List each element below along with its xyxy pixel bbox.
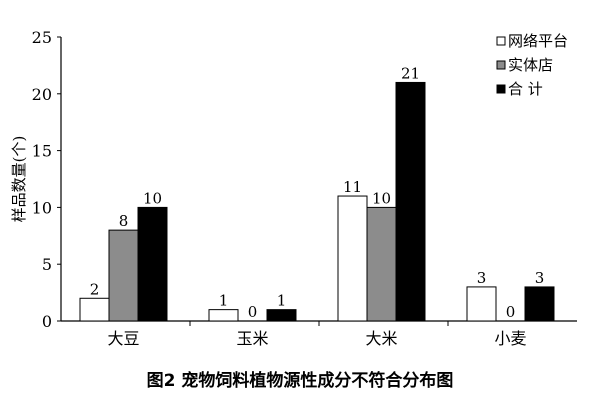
x-tick-label: 大米 xyxy=(365,329,397,348)
bar xyxy=(208,309,239,322)
data-label: 10 xyxy=(372,189,391,207)
y-tick-label: 10 xyxy=(32,198,52,217)
legend-label: 网络平台 xyxy=(508,32,568,50)
bar xyxy=(395,81,426,322)
y-tick-label: 0 xyxy=(42,312,52,331)
legend-swatch xyxy=(496,84,506,94)
bars xyxy=(79,81,555,322)
legend-swatch xyxy=(496,36,506,46)
data-label: 11 xyxy=(343,178,362,196)
bar xyxy=(524,286,555,322)
data-label: 21 xyxy=(401,64,420,82)
x-tick-label: 大豆 xyxy=(107,329,139,348)
data-label: 0 xyxy=(506,303,516,321)
data-label: 0 xyxy=(248,303,258,321)
bar xyxy=(108,229,139,322)
bar xyxy=(266,309,297,322)
legend-swatch xyxy=(496,60,506,70)
x-tick-label: 小麦 xyxy=(494,329,526,348)
y-tick-label: 20 xyxy=(32,85,52,104)
legend-label: 实体店 xyxy=(508,56,553,74)
y-tick-label: 25 xyxy=(32,28,52,47)
data-label: 3 xyxy=(535,269,545,287)
legend-label: 合 计 xyxy=(508,80,543,98)
x-tick-label: 玉米 xyxy=(236,329,268,348)
data-label: 2 xyxy=(90,280,100,298)
bar xyxy=(337,195,368,322)
y-tick-label: 15 xyxy=(32,142,52,161)
data-label: 1 xyxy=(219,292,229,310)
data-label: 10 xyxy=(143,189,162,207)
y-axis-title: 样品数量(个) xyxy=(10,136,28,223)
bar xyxy=(137,206,168,322)
data-label: 8 xyxy=(119,212,129,230)
data-label: 1 xyxy=(277,292,287,310)
y-tick-label: 5 xyxy=(42,255,52,274)
figure-caption: 图2 宠物饲料植物源性成分不符合分布图 xyxy=(146,371,454,391)
bar xyxy=(466,286,497,322)
data-label: 3 xyxy=(477,269,487,287)
bar xyxy=(79,297,110,322)
bar xyxy=(366,206,397,322)
